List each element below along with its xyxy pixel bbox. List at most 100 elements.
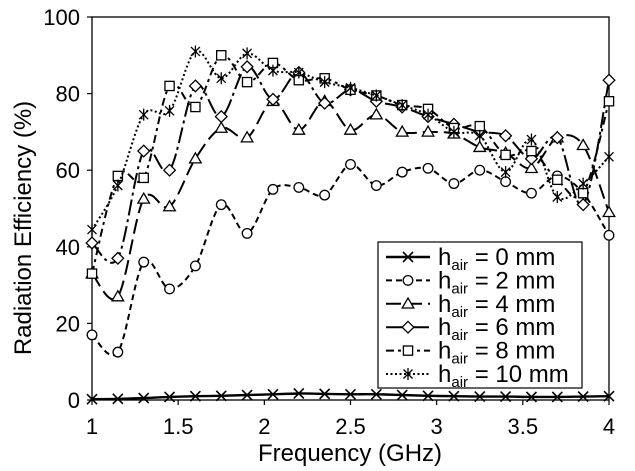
data-point <box>319 388 331 400</box>
data-point <box>576 138 591 151</box>
data-point <box>215 199 227 211</box>
data-point <box>603 96 615 107</box>
data-point <box>163 391 176 403</box>
data-point <box>498 129 513 143</box>
data-point <box>371 89 382 102</box>
data-point <box>448 178 460 190</box>
data-point <box>369 107 384 120</box>
data-point <box>524 161 539 174</box>
data-point <box>293 387 305 400</box>
data-point <box>345 81 356 94</box>
data-point <box>343 122 358 135</box>
legend-label: hair = 0 mm <box>438 244 555 274</box>
legend-label-rest: = 6 mm <box>468 314 555 341</box>
legend-label-subscript: air <box>451 351 468 368</box>
data-point <box>578 177 589 190</box>
data-point <box>112 179 123 192</box>
data-point <box>604 150 614 163</box>
y-axis: 0 20 40 60 80 100 <box>43 5 92 413</box>
legend-marker <box>401 320 415 334</box>
data-point <box>422 390 434 402</box>
data-point <box>291 122 306 135</box>
data-point <box>241 389 253 401</box>
data-point <box>370 388 382 400</box>
data-point <box>500 176 512 188</box>
legend-label-rest: = 2 mm <box>468 267 555 294</box>
data-point <box>164 104 175 117</box>
data-point <box>267 388 279 400</box>
data-point <box>319 76 330 89</box>
legend-label-subscript: air <box>451 327 468 344</box>
data-point <box>603 390 615 402</box>
data-point <box>138 108 149 121</box>
data-point <box>112 393 124 405</box>
legend-label-rest: = 4 mm <box>468 291 555 318</box>
data-point <box>215 50 227 61</box>
data-point <box>138 172 149 184</box>
legend-item-hair-8-mm: hair = 8 mm <box>386 338 555 368</box>
data-point <box>344 388 357 400</box>
x-tick-label: 2.5 <box>335 414 366 439</box>
data-point <box>162 163 177 177</box>
data-point <box>111 251 125 266</box>
data-point <box>110 289 125 302</box>
y-tick-label: 100 <box>43 5 80 30</box>
legend-label-rest: = 10 mm <box>468 361 569 388</box>
data-point <box>112 346 124 358</box>
legend-label-subscript: air <box>451 304 468 321</box>
data-point <box>526 145 537 157</box>
data-point <box>474 129 485 142</box>
legend-label: hair = 2 mm <box>438 267 555 297</box>
y-tick-label: 80 <box>56 82 80 107</box>
data-point <box>500 149 511 161</box>
y-tick-label: 20 <box>56 311 80 336</box>
data-point <box>551 391 563 403</box>
data-point <box>448 390 460 402</box>
legend-label: hair = 8 mm <box>438 338 555 368</box>
data-point <box>474 164 486 176</box>
data-point <box>189 260 201 272</box>
data-point <box>136 144 151 158</box>
data-point <box>500 166 511 179</box>
data-point <box>421 124 435 137</box>
data-point <box>396 389 408 401</box>
data-point <box>293 181 305 193</box>
legend-label-subscript: air <box>451 257 468 274</box>
data-point <box>500 390 512 403</box>
legend-marker <box>402 251 414 263</box>
legend-label-rest: = 0 mm <box>468 244 555 271</box>
data-point <box>552 174 563 186</box>
x-axis-title: Frequency (GHz) <box>258 440 442 467</box>
data-point <box>189 390 201 402</box>
data-point <box>215 390 227 402</box>
legend-label-rest: = 8 mm <box>468 338 555 365</box>
legend-label-main: h <box>438 314 451 341</box>
data-point <box>550 130 565 145</box>
data-point <box>319 189 331 201</box>
data-point <box>448 125 459 138</box>
data-point <box>525 391 538 403</box>
series-hair-2-mm <box>86 159 615 358</box>
legend-label-subscript: air <box>451 280 468 297</box>
data-point <box>472 140 487 153</box>
data-point <box>293 66 304 79</box>
data-point <box>85 236 99 250</box>
legend-label-main: h <box>438 291 451 318</box>
legend-label: hair = 6 mm <box>438 314 555 344</box>
legend-item-hair-10-mm: hair = 10 mm <box>386 361 569 391</box>
data-point <box>577 187 589 199</box>
legend-label: hair = 4 mm <box>438 291 555 321</box>
data-point <box>602 205 616 218</box>
legend-marker <box>401 296 415 309</box>
data-point <box>603 229 615 241</box>
y-tick-label: 60 <box>56 158 80 183</box>
legend-item-hair-0-mm: hair = 0 mm <box>386 244 555 274</box>
data-point <box>577 390 589 403</box>
data-point <box>190 45 201 58</box>
data-point <box>395 124 410 137</box>
data-point <box>136 191 151 204</box>
data-point <box>241 76 253 88</box>
data-point <box>241 227 253 239</box>
